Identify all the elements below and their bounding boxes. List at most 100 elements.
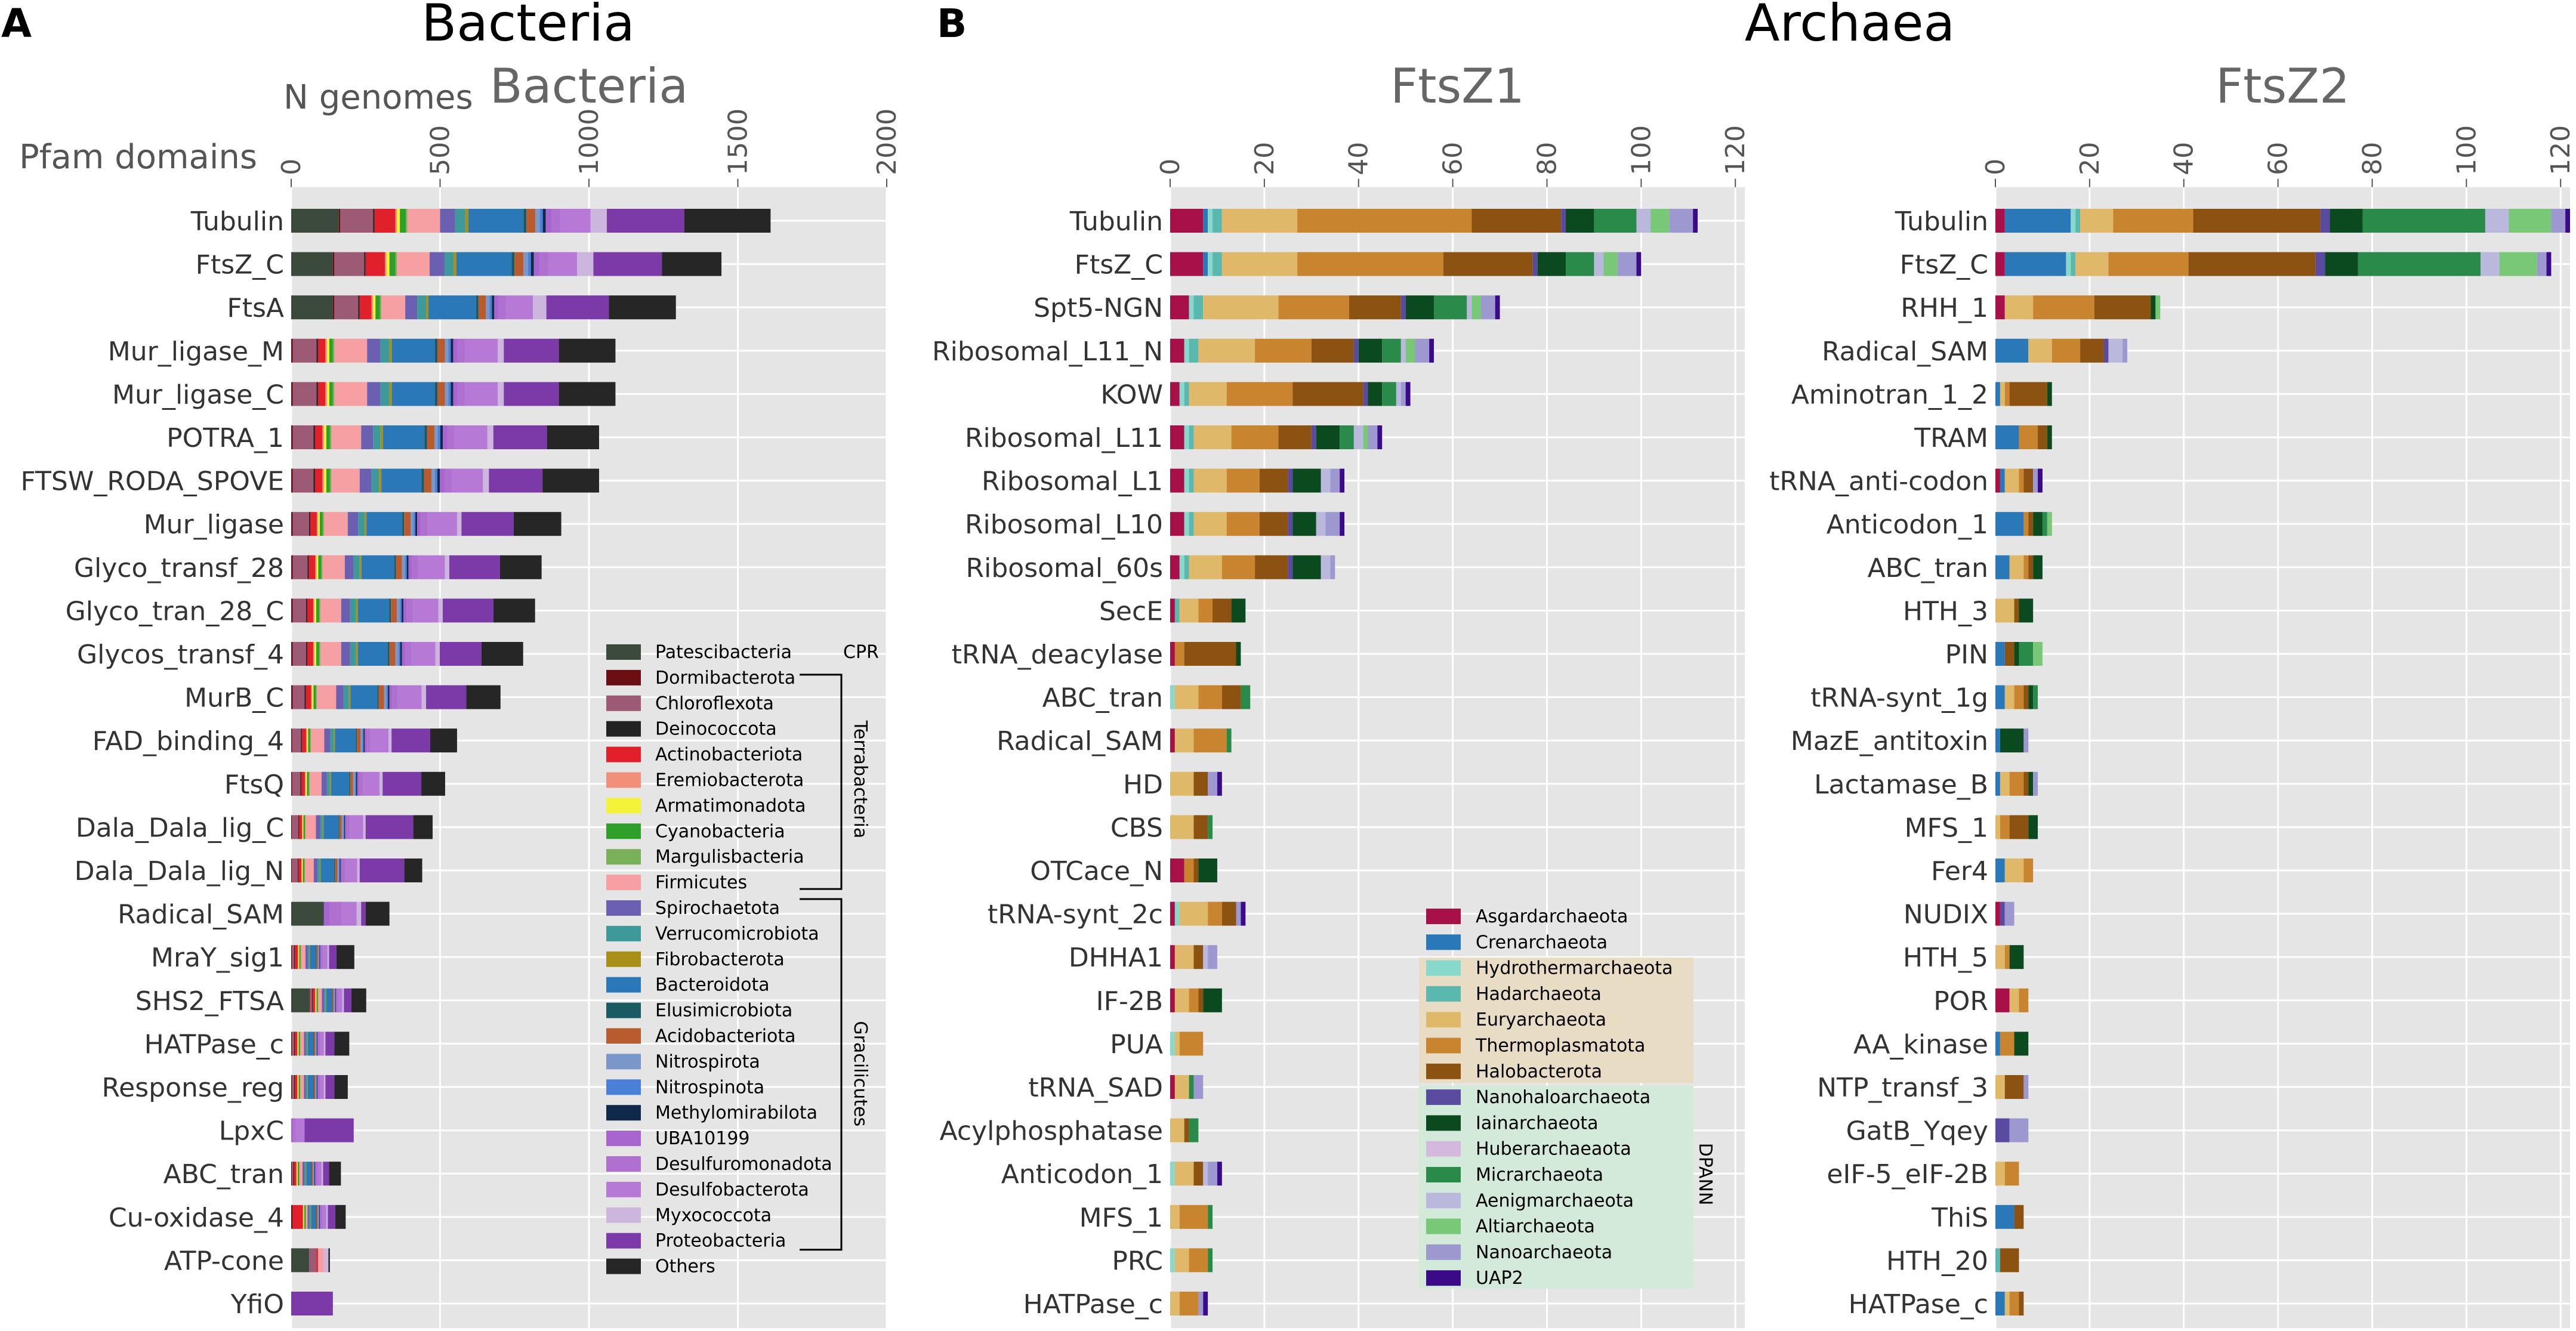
bar-segment-chloroflexota xyxy=(291,815,298,839)
bar-segment-chloroflexota xyxy=(292,642,306,666)
bar-segment-euryarchaeota xyxy=(1193,425,1232,449)
bar-segment-thermoplasmatota xyxy=(1255,338,1312,363)
bar-segment-fibrobacterota xyxy=(426,295,429,320)
bar-segment-uap2 xyxy=(1405,382,1411,406)
category-label: FtsQ xyxy=(224,770,284,800)
bar-segment-myxococcota xyxy=(533,295,547,320)
bar-segment-desulfuromonadota xyxy=(347,815,350,839)
bar-segment-myxococcota xyxy=(498,338,504,363)
bar-segment-uap2 xyxy=(1340,468,1345,493)
bar-segment-nanoarchaeota xyxy=(1368,425,1378,449)
category-label: AA_kinase xyxy=(1853,1029,1988,1060)
bar-segment-asgardarchaeota xyxy=(1170,988,1175,1012)
bar-segment-halobacterota xyxy=(2000,1248,2019,1273)
bar-segment-uap2 xyxy=(2038,468,2043,493)
bar-segment-halobacterota xyxy=(1193,771,1208,796)
bar-segment-nanohaloarchaeota xyxy=(1532,252,1538,276)
bar-segment-verrucomicrobiota xyxy=(320,815,323,839)
bacteria-chart: 0 500 1000 1500 2000 Tubulin FtsZ_C FtsA Mur_lig… xyxy=(19,58,902,1329)
bar-segment-others xyxy=(336,945,354,969)
bar-segment-acidobacteriota xyxy=(357,728,361,753)
legend-label-actinobacteriota: Actinobacteriota xyxy=(655,745,803,765)
bar-segment-eremiobacterota xyxy=(297,1075,298,1099)
bar-segment-thermoplasmatota xyxy=(1297,252,1443,276)
legend-swatch-elusimicrobiota xyxy=(606,1002,641,1018)
bar-segment-nanohaloarchaeota xyxy=(1353,338,1359,363)
legend-label-eremiobacterota: Eremiobacterota xyxy=(655,770,804,791)
bar-segment-acidobacteriota xyxy=(437,338,445,363)
bar-segment-nitrospinota xyxy=(448,382,451,406)
bar-segment-elusimicrobiota xyxy=(435,382,438,406)
bar-segment-crenarchaeota xyxy=(1995,1205,2014,1229)
category-label: HATPase_c xyxy=(144,1029,284,1060)
bar-segment-euryarchaeota xyxy=(1174,1162,1194,1186)
bar-segment-thermoplasmatota xyxy=(2019,468,2024,493)
legend-swatch-spirochaetota xyxy=(606,900,641,916)
bar-segment-uba10199 xyxy=(345,815,347,839)
category-label: HTH_20 xyxy=(1886,1246,1988,1276)
bar-segment-desulfobacterota xyxy=(506,295,533,320)
bar-segment-deinococcota xyxy=(358,295,360,320)
bar-segment-margulisbacteria xyxy=(317,988,319,1012)
bar-segment-dormibacterota xyxy=(291,1162,292,1186)
bar-segment-cyanobacteria xyxy=(303,858,304,882)
bar-segment-nanoarchaeota xyxy=(1208,771,1217,796)
legend-label-firmicutes: Firmicutes xyxy=(655,872,747,893)
category-label: Glyco_transf_28 xyxy=(74,553,284,583)
bar-segment-others xyxy=(335,1205,346,1229)
bar-segment-nanoarchaeota xyxy=(2122,338,2128,363)
bar-segment-fibrobacterota xyxy=(356,642,358,666)
bar-segment-desulfuromonadota xyxy=(392,685,398,709)
bar-segment-micrarchaeota xyxy=(1382,382,1396,406)
bar-segment-fibrobacterota xyxy=(359,555,362,579)
category-label: MFS_1 xyxy=(1079,1203,1163,1233)
bar-segment-margulisbacteria xyxy=(322,512,324,536)
legend-swatch-proteobacteria xyxy=(606,1233,641,1249)
bar-segment-others xyxy=(559,338,616,363)
bar-segment-aenigmarchaeota xyxy=(2108,338,2123,363)
bar-segment-halobacterota xyxy=(2009,382,2047,406)
bar-segment-armatimonadota xyxy=(314,598,316,623)
bar-segment-others xyxy=(351,988,366,1012)
bar-segment-others xyxy=(547,425,599,449)
bar-segment-methylomirabilota xyxy=(363,728,365,753)
bar-segment-margulisbacteria xyxy=(329,468,332,493)
bar-segment-others xyxy=(413,815,433,839)
bar-segment-bacteroidota xyxy=(311,1205,316,1229)
bar-segment-acidobacteriota xyxy=(316,1205,318,1229)
bar-segment-acidobacteriota xyxy=(478,295,486,320)
bar-segment-crenarchaeota xyxy=(1995,642,2005,666)
bar-segment-hydrothermarchaeota xyxy=(1184,512,1189,536)
x-tick-label: 0 xyxy=(1980,159,2011,175)
bar-segment-micrarchaeota xyxy=(2358,252,2481,276)
bar-segment-verrucomicrobiota xyxy=(308,1205,311,1229)
bacteria-legend: Patescibacteria Dormibacterota Chloroflexo… xyxy=(606,642,879,1277)
bar-segment-others xyxy=(542,468,599,493)
bar-segment-micrarchaeota xyxy=(1566,252,1594,276)
bar-segment-methylomirabilota xyxy=(388,685,390,709)
bar-segment-micrarchaeota xyxy=(1208,1248,1213,1273)
category-label: ABC_tran xyxy=(1868,553,1988,583)
bar-segment-dormibacterota xyxy=(291,512,293,536)
bar-segment-thermoplasmatota xyxy=(2019,988,2029,1012)
bar-segment-nitrospirota xyxy=(317,1205,319,1229)
bar-segment-desulfuromonadota xyxy=(359,771,363,796)
bar-segment-elusimicrobiota xyxy=(402,512,405,536)
bar-segment-halobacterota xyxy=(2023,685,2029,709)
bar-segment-micrarchaeota xyxy=(1226,728,1232,753)
legend-swatch-chloroflexota xyxy=(606,695,641,711)
bar-segment-actinobacteriota xyxy=(307,642,313,666)
bar-segment-euryarchaeota xyxy=(2000,382,2005,406)
bar-segment-desulfuromonadota xyxy=(407,598,414,623)
bar-segment-altiarchaeota xyxy=(2509,209,2552,233)
bar-segment-hadarchaeota xyxy=(1174,598,1180,623)
bar-segment-fibrobacterota xyxy=(365,512,367,536)
bar-segment-nanoarchaeota xyxy=(2551,209,2566,233)
bar-segment-uba10199 xyxy=(402,642,406,666)
bar-segment-nitrospirota xyxy=(315,1032,316,1056)
category-label: FtsZ_C xyxy=(1075,250,1163,280)
bar-segment-desulfuromonadota xyxy=(551,209,561,233)
bar-segment-bacteroidota xyxy=(456,252,512,276)
bar-segment-firmicutes xyxy=(381,295,406,320)
category-label: Response_reg xyxy=(102,1073,284,1103)
